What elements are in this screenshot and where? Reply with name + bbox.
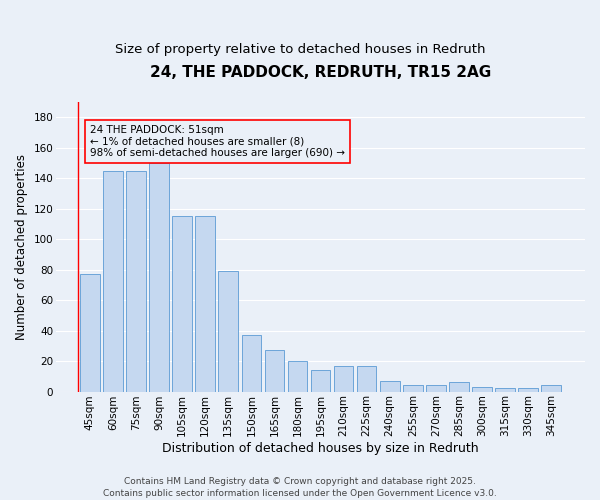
Text: 24 THE PADDOCK: 51sqm
← 1% of detached houses are smaller (8)
98% of semi-detach: 24 THE PADDOCK: 51sqm ← 1% of detached h… [90,125,345,158]
Bar [357,366,376,392]
Bar [426,386,446,392]
Bar [242,335,261,392]
Bar [103,170,123,392]
Text: Contains HM Land Registry data © Crown copyright and database right 2025.
Contai: Contains HM Land Registry data © Crown c… [103,476,497,498]
Bar [403,386,422,392]
Bar [334,366,353,392]
Bar [196,216,215,392]
Title: 24, THE PADDOCK, REDRUTH, TR15 2AG: 24, THE PADDOCK, REDRUTH, TR15 2AG [150,65,491,80]
Bar [80,274,100,392]
Bar [218,271,238,392]
Bar [495,388,515,392]
Bar [172,216,192,392]
X-axis label: Distribution of detached houses by size in Redruth: Distribution of detached houses by size … [162,442,479,455]
Bar [541,386,561,392]
Bar [472,387,492,392]
Y-axis label: Number of detached properties: Number of detached properties [15,154,28,340]
Bar [518,388,538,392]
Bar [449,382,469,392]
Bar [311,370,331,392]
Bar [126,170,146,392]
Bar [380,381,400,392]
Bar [265,350,284,392]
Bar [287,361,307,392]
Bar [149,163,169,392]
Text: Size of property relative to detached houses in Redruth: Size of property relative to detached ho… [115,42,485,56]
